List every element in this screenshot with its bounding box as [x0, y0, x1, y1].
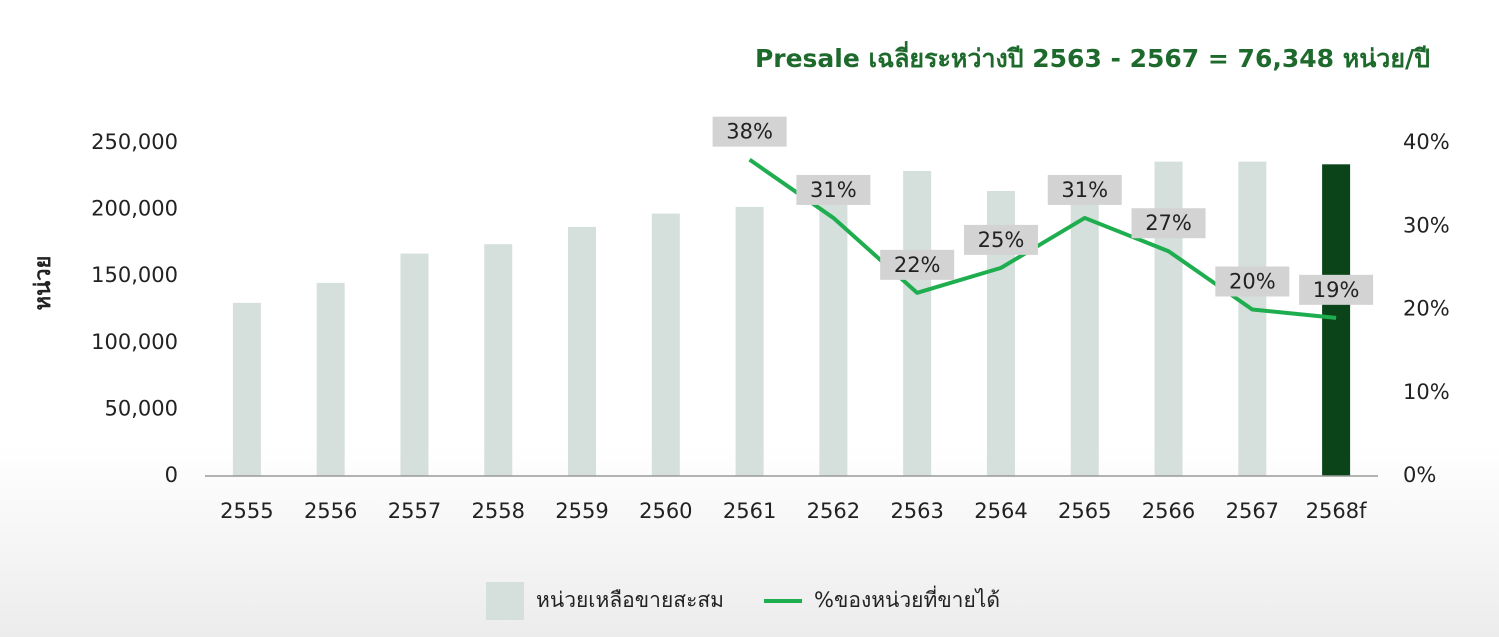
x-tick-label: 2563 — [890, 499, 943, 523]
bar — [232, 302, 261, 476]
bar — [1070, 176, 1099, 477]
data-label: 38% — [726, 120, 773, 144]
data-label: 25% — [978, 228, 1025, 252]
y-axis-label: หน่วย — [31, 256, 56, 311]
data-label-box — [796, 174, 871, 205]
y2-tick-label: 0% — [1403, 463, 1436, 487]
data-label-box — [880, 249, 955, 280]
data-label: 19% — [1313, 278, 1360, 302]
x-tick-label: 2560 — [639, 499, 692, 523]
y-tick-label: 250,000 — [91, 130, 178, 154]
bar — [651, 213, 680, 476]
x-tick-label: 2556 — [304, 499, 357, 523]
data-label: 20% — [1229, 270, 1276, 294]
data-label-box — [1299, 274, 1374, 305]
data-label: 31% — [810, 178, 857, 202]
legend-swatch — [486, 582, 524, 620]
y2-tick-label: 30% — [1403, 213, 1450, 237]
x-tick-label: 2566 — [1142, 499, 1195, 523]
y2-tick-label: 10% — [1403, 380, 1450, 404]
bar — [903, 170, 932, 477]
bar — [1238, 161, 1267, 476]
x-tick-label: 2557 — [388, 499, 441, 523]
y2-tick-label: 20% — [1403, 297, 1450, 321]
bar — [819, 189, 848, 476]
data-label: 31% — [1061, 178, 1108, 202]
legend-label: หน่วยเหลือขายสะสม — [536, 588, 724, 612]
x-tick-label: 2558 — [472, 499, 525, 523]
x-tick-label: 2561 — [723, 499, 776, 523]
x-tick-label: 2568f — [1306, 499, 1367, 523]
chart-title: Presale เฉลี่ยระหว่างปี 2563 - 2567 = 76… — [755, 41, 1430, 73]
bar — [316, 282, 345, 476]
x-tick-label: 2555 — [220, 499, 273, 523]
x-tick-label: 2564 — [974, 499, 1027, 523]
x-tick-label: 2562 — [807, 499, 860, 523]
bar — [735, 206, 764, 476]
bar — [568, 226, 597, 476]
legend-label: %ของหน่วยที่ขายได้ — [814, 585, 1000, 612]
data-label-box — [1131, 208, 1206, 239]
data-label-box — [963, 224, 1038, 255]
data-label-box — [1047, 174, 1122, 205]
bar — [1322, 164, 1351, 476]
line — [748, 158, 1337, 320]
x-tick-label: 2559 — [555, 499, 608, 523]
y-tick-label: 150,000 — [91, 263, 178, 287]
x-tick-label: 2567 — [1226, 499, 1279, 523]
x-tick-label: 2565 — [1058, 499, 1111, 523]
data-label-box — [1215, 266, 1290, 297]
y-tick-label: 0 — [165, 463, 178, 487]
y-tick-label: 200,000 — [91, 197, 178, 221]
data-label: 22% — [894, 253, 941, 277]
data-label-box — [712, 116, 787, 147]
y-tick-label: 100,000 — [91, 330, 178, 354]
bar — [400, 253, 429, 476]
bar — [484, 244, 513, 476]
y-tick-label: 50,000 — [105, 396, 178, 420]
y2-tick-label: 40% — [1403, 130, 1450, 154]
data-label: 27% — [1145, 211, 1192, 235]
